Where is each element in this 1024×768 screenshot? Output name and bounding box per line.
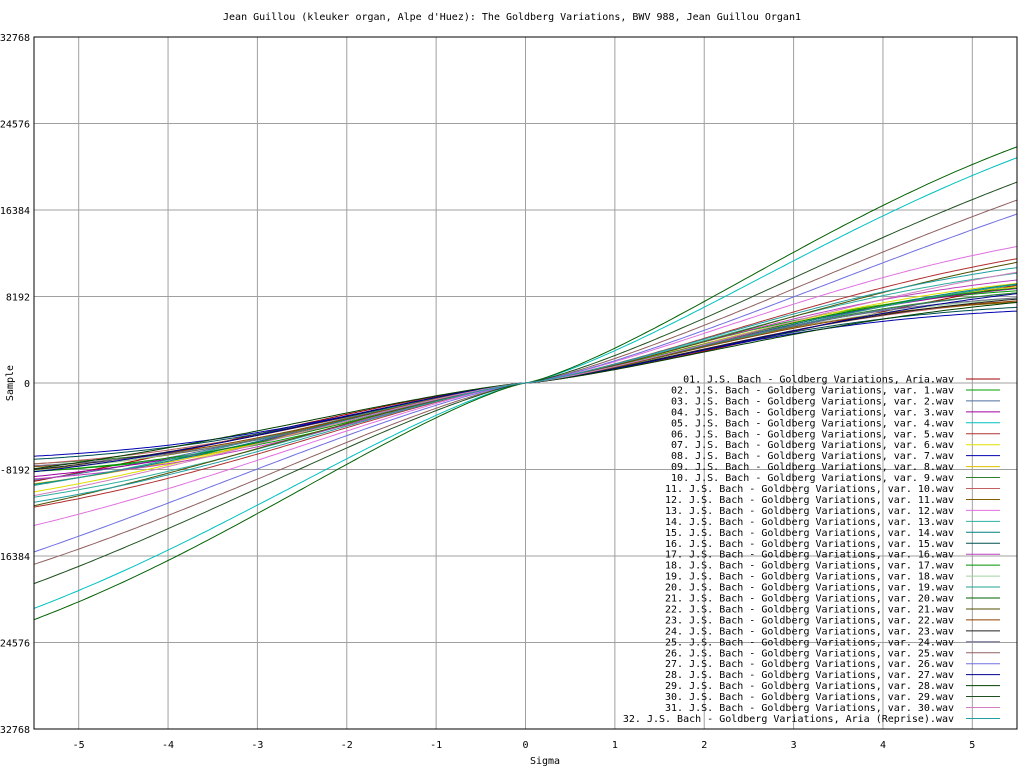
x-tick-label: -1 bbox=[430, 740, 442, 751]
x-tick-label: 4 bbox=[880, 740, 886, 751]
x-tick-label: -2 bbox=[341, 740, 353, 751]
legend-entry-label: 21. J.S. Bach - Goldberg Variations, var… bbox=[665, 594, 954, 605]
y-axis-label: Sample bbox=[5, 365, 16, 401]
y-tick-label: 24576 bbox=[0, 120, 30, 131]
legend-entry-label: 04. J.S. Bach - Goldberg Variations, var… bbox=[671, 407, 954, 418]
x-tick-label: 0 bbox=[522, 740, 528, 751]
x-tick-label: -5 bbox=[73, 740, 85, 751]
legend-entry-label: 17. J.S. Bach - Goldberg Variations, var… bbox=[665, 550, 954, 561]
x-tick-label: 3 bbox=[791, 740, 797, 751]
legend: 01. J.S. Bach - Goldberg Variations, Ari… bbox=[623, 375, 1000, 725]
legend-entry-label: 22. J.S. Bach - Goldberg Variations, var… bbox=[665, 604, 954, 615]
legend-entry-label: 05. J.S. Bach - Goldberg Variations, var… bbox=[671, 418, 954, 429]
x-tick-label: 5 bbox=[969, 740, 975, 751]
x-tick-label: -3 bbox=[251, 740, 263, 751]
legend-entry-label: 28. J.S. Bach - Goldberg Variations, var… bbox=[665, 670, 954, 681]
plot-frame bbox=[33, 36, 1018, 730]
legend-entry-label: 03. J.S. Bach - Goldberg Variations, var… bbox=[671, 396, 954, 407]
legend-entry-label: 19. J.S. Bach - Goldberg Variations, var… bbox=[665, 572, 954, 583]
legend-entry-label: 26. J.S. Bach - Goldberg Variations, var… bbox=[665, 648, 954, 659]
series-line-32 bbox=[33, 267, 1018, 503]
x-tick-label: 2 bbox=[701, 740, 707, 751]
legend-entry-label: 25. J.S. Bach - Goldberg Variations, var… bbox=[665, 637, 954, 648]
x-tick-label: 1 bbox=[612, 740, 618, 751]
legend-entry-label: 11. J.S. Bach - Goldberg Variations, var… bbox=[665, 484, 954, 495]
y-tick-label: -8192 bbox=[0, 466, 30, 477]
legend-entry-label: 13. J.S. Bach - Goldberg Variations, var… bbox=[665, 506, 954, 517]
y-tick-label: -32768 bbox=[0, 725, 30, 736]
legend-entry-label: 01. J.S. Bach - Goldberg Variations, Ari… bbox=[683, 375, 954, 386]
legend-entry-label: 14. J.S. Bach - Goldberg Variations, var… bbox=[665, 517, 954, 528]
x-tick-label: -4 bbox=[162, 740, 174, 751]
chart-title: Jean Guillou (kleuker organ, Alpe d'Huez… bbox=[223, 12, 801, 23]
y-tick-label: 0 bbox=[24, 379, 30, 390]
legend-entry-label: 31. J.S. Bach - Goldberg Variations, var… bbox=[665, 703, 954, 714]
legend-entry-label: 24. J.S. Bach - Goldberg Variations, var… bbox=[665, 626, 954, 637]
legend-entry-label: 20. J.S. Bach - Goldberg Variations, var… bbox=[665, 583, 954, 594]
legend-entry-label: 02. J.S. Bach - Goldberg Variations, var… bbox=[671, 385, 954, 396]
x-tick-labels: -5 -4 -3 -2 -1 0 1 2 3 4 5 bbox=[73, 740, 976, 751]
legend-entry-label: 08. J.S. Bach - Goldberg Variations, var… bbox=[671, 451, 954, 462]
legend-entry-label: 32. J.S. Bach - Goldberg Variations, Ari… bbox=[623, 714, 954, 725]
legend-entry-label: 29. J.S. Bach - Goldberg Variations, var… bbox=[665, 681, 954, 692]
y-tick-labels: -32768 -24576 -16384 -8192 0 8192 16384 24576 32… bbox=[0, 33, 30, 736]
legend-entry-label: 27. J.S. Bach - Goldberg Variations, var… bbox=[665, 659, 954, 670]
legend-entry-label: 10. J.S. Bach - Goldberg Variations, var… bbox=[671, 473, 954, 484]
y-tick-label: -16384 bbox=[0, 552, 30, 563]
y-tick-label: 8192 bbox=[6, 293, 30, 304]
x-axis-label: Sigma bbox=[530, 756, 560, 767]
legend-entry-label: 07. J.S. Bach - Goldberg Variations, var… bbox=[671, 440, 954, 451]
legend-entry-label: 30. J.S. Bach - Goldberg Variations, var… bbox=[665, 692, 954, 703]
series-lines bbox=[33, 146, 1018, 621]
legend-entry-label: 06. J.S. Bach - Goldberg Variations, var… bbox=[671, 429, 954, 440]
legend-entry-label: 15. J.S. Bach - Goldberg Variations, var… bbox=[665, 528, 954, 539]
legend-entry-label: 18. J.S. Bach - Goldberg Variations, var… bbox=[665, 561, 954, 572]
legend-entry-label: 12. J.S. Bach - Goldberg Variations, var… bbox=[665, 495, 954, 506]
legend-entry-label: 16. J.S. Bach - Goldberg Variations, var… bbox=[665, 539, 954, 550]
y-tick-label: 16384 bbox=[0, 206, 30, 217]
y-tick-label: -24576 bbox=[0, 639, 30, 650]
legend-entry-label: 09. J.S. Bach - Goldberg Variations, var… bbox=[671, 462, 954, 473]
y-tick-label: 32768 bbox=[0, 33, 30, 44]
legend-entry-label: 23. J.S. Bach - Goldberg Variations, var… bbox=[665, 615, 954, 626]
